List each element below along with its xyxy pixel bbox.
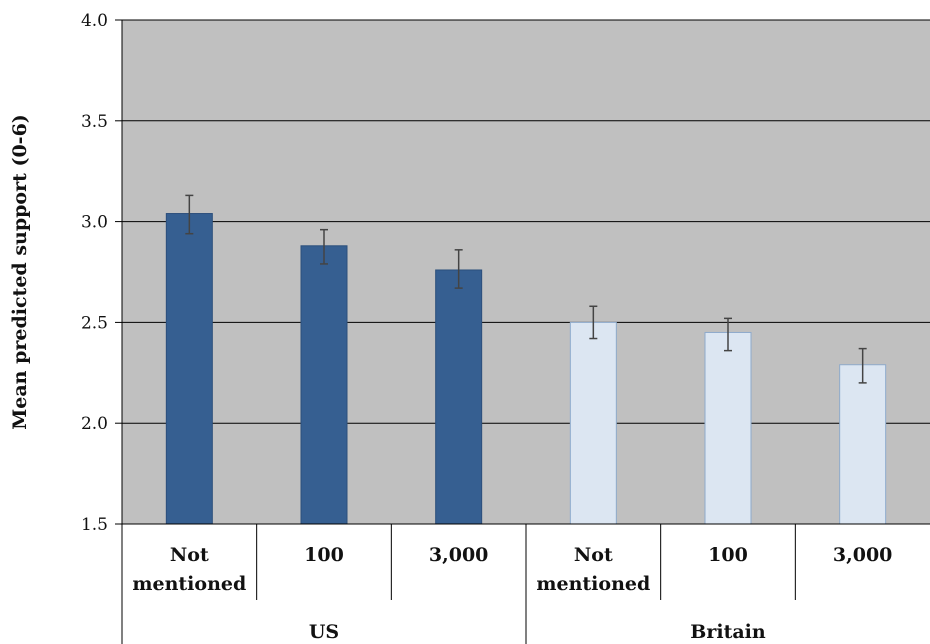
y-axis-label: Mean predicted support (0-6) [9,114,31,430]
error-bars [185,194,867,384]
bar [300,245,348,525]
category-label: 3,000 [429,544,489,566]
y-tick-label: 1.5 [81,515,108,535]
category-label: Not [170,544,209,566]
category-label: 100 [304,544,344,566]
plot-background [122,20,930,524]
y-tick-label: 2.0 [81,414,108,434]
bar [435,269,483,525]
category-label: Not [574,544,613,566]
category-label: mentioned [132,573,246,595]
y-axis: 1.5 2.0 2.5 3.0 3.5 4.0 [81,11,123,535]
bar [839,364,887,525]
x-axis: Not mentioned 100 3,000 US Not mentioned 100 3,0… [121,523,930,644]
y-tick-label: 3.0 [81,213,108,233]
category-label: mentioned [536,573,650,595]
gridlines [122,19,930,424]
group-label: Britain [690,621,766,643]
category-label: 3,000 [833,544,893,566]
bar [165,213,213,525]
bars [165,213,887,525]
y-tick-label: 4.0 [81,11,108,31]
y-tick-label: 3.5 [81,112,108,132]
bar [569,321,617,525]
category-label: 100 [708,544,748,566]
bar [704,331,752,525]
y-tick-label: 2.5 [81,313,108,333]
group-label: US [309,621,339,643]
